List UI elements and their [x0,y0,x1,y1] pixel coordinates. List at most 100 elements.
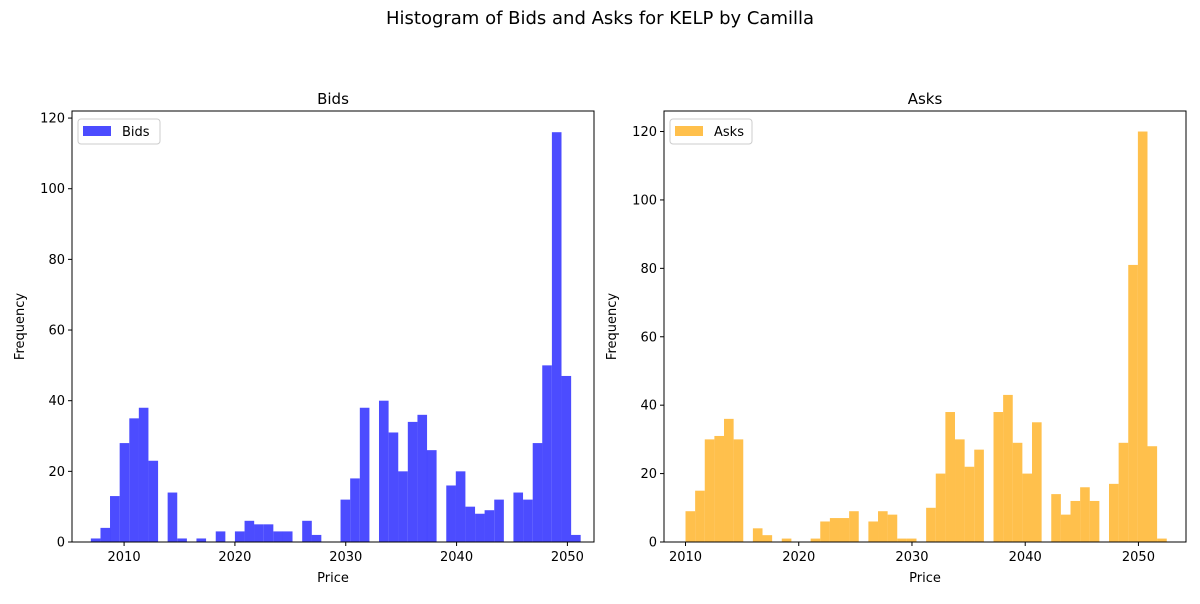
asks-bar-30 [974,449,984,542]
bids-xtick-label: 2010 [108,550,141,565]
asks-bar-36 [1032,422,1042,542]
asks-bar-27 [945,412,955,542]
asks-bar-17 [849,511,859,542]
asks-bar-32 [993,412,1004,542]
bids-bar-18 [263,524,274,542]
asks-bar-5 [733,439,744,542]
bids-bar-42 [494,499,504,542]
asks-bar-14 [820,521,830,542]
asks-legend-swatch [675,126,703,136]
bids-xtick-label: 2030 [329,550,362,565]
bids-ytick-label: 60 [48,324,65,339]
bids-bar-11 [196,538,207,542]
asks-bar-4 [724,418,734,542]
asks-bar-25 [926,507,936,542]
asks-bar-45 [1118,442,1129,542]
bids-bar-20 [282,531,293,542]
asks-ytick-label: 0 [649,536,657,551]
bids-bar-33 [407,421,418,542]
asks-axes-frame [663,110,1187,543]
bids-bar-23 [311,534,322,542]
bids-bar-3 [119,443,130,542]
bids-bar-28 [359,407,370,542]
asks-bar-49 [1157,538,1167,542]
asks-bar-0 [685,511,696,542]
asks-bar-48 [1147,446,1158,542]
asks-bar-21 [887,514,898,542]
asks-ytick-label: 20 [640,467,657,482]
asks-bar-13 [810,538,821,542]
asks-bar-28 [955,439,965,542]
asks-bar-16 [839,518,850,542]
bids-xlabel: Price [317,571,349,586]
asks-xlabel: Price [909,571,941,586]
bids-bar-47 [542,365,552,542]
bids-bar-39 [465,506,476,542]
bids-ylabel: Frequency [13,293,28,360]
asks-bar-33 [1003,394,1013,542]
bids-bar-16 [244,520,255,542]
bids-bar-19 [273,531,283,542]
bids-legend-swatch [83,126,111,136]
asks-bar-20 [878,511,888,542]
asks-xtick-label: 2010 [669,550,702,565]
asks-title: Asks [908,90,943,108]
bids-bar-13 [215,531,226,542]
asks-ytick-label: 60 [640,330,657,345]
bids-xtick-label: 2040 [440,550,473,565]
bids-bar-2 [110,496,120,542]
asks-ytick-label: 120 [632,125,657,140]
asks-bar-41 [1080,487,1090,542]
bids-xtick-label: 2050 [551,550,584,565]
bids-legend-label: Bids [122,125,150,140]
bids-bar-4 [129,418,139,542]
bids-bar-32 [398,471,408,542]
bids-bar-17 [254,524,264,542]
bids-bar-45 [523,499,533,542]
bids-xtick-label: 2020 [218,550,251,565]
bids-bar-15 [234,531,245,542]
bids-bar-30 [378,400,389,542]
bids-axes-frame [71,110,595,543]
asks-bar-40 [1070,500,1081,542]
figure-suptitle: Histogram of Bids and Asks for KELP by C… [385,8,815,29]
bids-bar-44 [513,492,524,542]
asks-bar-22 [897,538,907,542]
bids-bar-49 [561,375,572,542]
bids-bar-8 [167,492,178,542]
asks-bar-19 [868,521,878,542]
asks-ylabel: Frequency [605,293,620,360]
asks-bar-38 [1051,494,1061,542]
bids-ytick-label: 40 [48,394,65,409]
bids-bar-27 [350,478,360,542]
bids-bar-38 [455,471,466,542]
bids-title: Bids [317,90,349,108]
asks-bar-44 [1109,483,1119,542]
bids-bar-0 [90,538,101,542]
asks-bar-3 [714,435,725,542]
bids-bar-5 [138,407,149,542]
bids-bar-40 [475,513,485,542]
bids-bar-1 [100,527,111,542]
bids-bar-37 [446,485,456,542]
asks-ytick-label: 40 [640,399,657,414]
asks-xtick-label: 2040 [1009,550,1042,565]
bids-bar-50 [571,534,581,542]
bids-bar-31 [388,432,399,542]
bids-legend-box [77,118,161,145]
bids-bar-22 [302,520,312,542]
bids-bar-6 [148,460,159,542]
bids-ytick-label: 20 [48,465,65,480]
asks-bar-7 [752,528,763,542]
asks-bar-23 [906,538,917,542]
bids-ytick-label: 80 [48,253,65,268]
asks-xtick-label: 2050 [1122,550,1155,565]
asks-bar-34 [1012,442,1023,542]
asks-legend-box [669,118,753,145]
bids-bar-34 [417,414,428,542]
asks-bar-1 [695,490,705,542]
bids-bar-9 [177,538,187,542]
bids-bar-41 [484,510,495,542]
